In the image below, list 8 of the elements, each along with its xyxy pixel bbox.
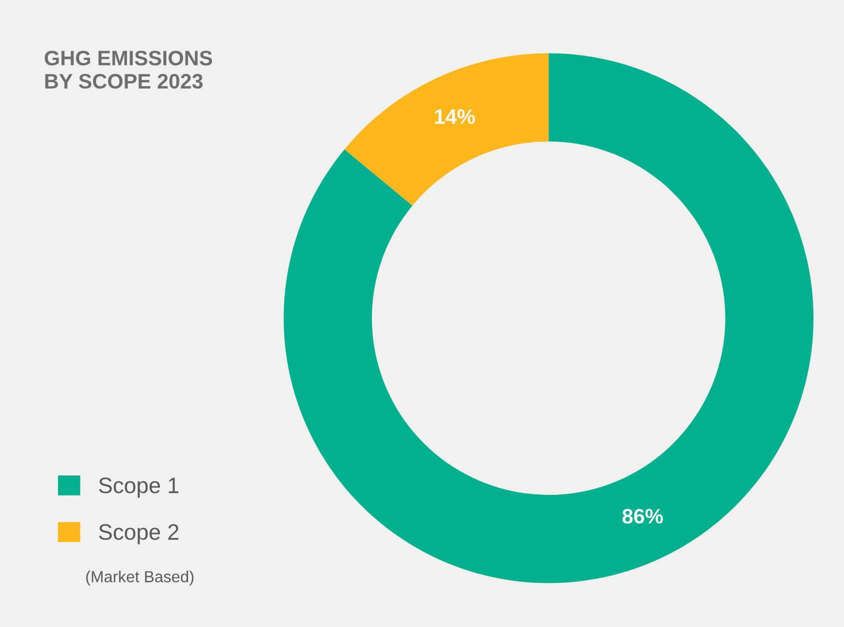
data-label: 86% bbox=[622, 508, 663, 524]
text: (Market Based) bbox=[86, 570, 194, 586]
chart-title: GHG EMISSIONS BY SCOPE 2023 bbox=[44, 50, 212, 89]
legend-label: Scope 2 bbox=[98, 524, 178, 544]
legend-label: Scope 1 bbox=[98, 478, 178, 498]
donut-slice bbox=[284, 53, 814, 584]
data-label: 14% bbox=[435, 109, 475, 124]
donut-slice bbox=[344, 53, 549, 206]
